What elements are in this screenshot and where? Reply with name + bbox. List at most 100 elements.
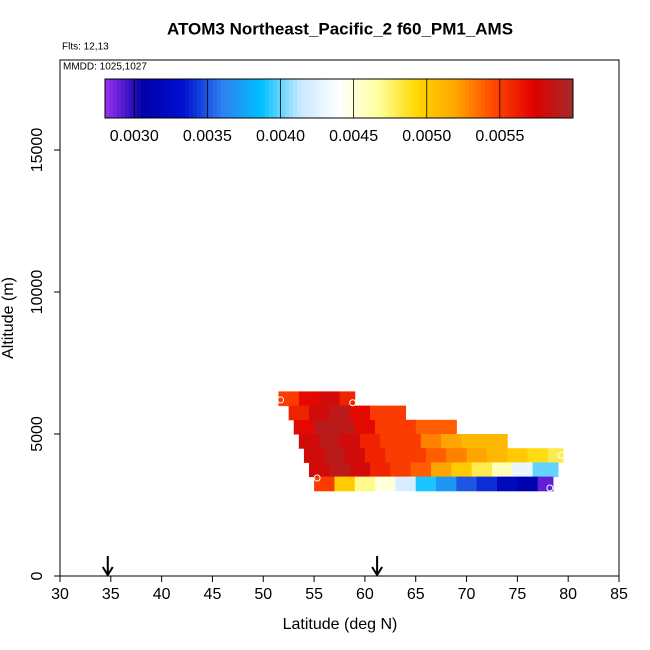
colorbar-strip [113, 79, 118, 118]
cell [395, 419, 417, 435]
arrow [371, 556, 383, 577]
colorbar-strip [513, 79, 518, 118]
colorbar-strip [489, 79, 494, 118]
cell [512, 462, 534, 478]
cell [324, 448, 346, 463]
cell [491, 462, 513, 478]
colorbar-strip [105, 79, 110, 118]
colorbar-strip [493, 79, 498, 118]
x-tick-label: 75 [508, 586, 526, 603]
colorbar-strip [341, 79, 346, 118]
colorbar-strip [241, 79, 246, 118]
colorbar-strip [381, 79, 386, 118]
colorbar-strip [177, 79, 182, 118]
colorbar-strip [297, 79, 302, 118]
colorbar-strip [457, 79, 462, 118]
colorbar-strip [549, 79, 554, 118]
colorbar-strip [537, 79, 542, 118]
colorbar-strip [209, 79, 214, 118]
colorbar-strip [161, 79, 166, 118]
y-tick-label: 0 [29, 571, 46, 580]
marker [349, 399, 357, 407]
marker [546, 484, 554, 492]
x-axis-label: Latitude (deg N) [283, 616, 398, 633]
colorbar-strip [561, 79, 566, 118]
x-tick-label: 55 [305, 586, 323, 603]
colorbar-strip [189, 79, 194, 118]
cell [390, 405, 407, 421]
cell [441, 434, 462, 449]
cell [436, 419, 457, 435]
colorbar-strip [313, 79, 318, 118]
cell [436, 476, 457, 492]
colorbar-strip [541, 79, 546, 118]
cell [375, 419, 396, 435]
colorbar-strip [305, 79, 310, 118]
cell [451, 462, 473, 478]
cell [507, 448, 529, 463]
cell [476, 476, 498, 492]
cell [319, 434, 340, 449]
colorbar-strip [365, 79, 370, 118]
cell [314, 419, 335, 435]
cell [278, 391, 300, 407]
colorbar-strip [481, 79, 486, 118]
colorbar-strip [337, 79, 342, 118]
colorbar-strip [485, 79, 490, 118]
cell [319, 391, 340, 407]
colorbar-tick-label: 0.0050 [402, 128, 451, 145]
colorbar-strip [193, 79, 198, 118]
colorbar-strip [309, 79, 314, 118]
colorbar-strip [529, 79, 534, 118]
colorbar-strip [569, 79, 574, 118]
x-tick-label: 40 [153, 586, 171, 603]
colorbar-strip [329, 79, 334, 118]
cell [298, 391, 320, 407]
colorbar-strip [137, 79, 142, 118]
cell [369, 462, 391, 478]
colorbar-tick-label: 0.0040 [256, 128, 305, 145]
colorbar-strip [333, 79, 338, 118]
cell [395, 476, 417, 492]
arrow [101, 556, 114, 577]
cell [354, 476, 376, 492]
cell [446, 448, 468, 463]
cell [303, 448, 325, 463]
colorbar-strip [345, 79, 350, 118]
cell [461, 434, 483, 449]
cell [364, 448, 386, 463]
colorbar-strip [421, 79, 426, 118]
colorbar-strip [517, 79, 522, 118]
colorbar-strip [409, 79, 414, 118]
chart-title: ATOM3 Northeast_Pacific_2 f60_PM1_AMS [167, 19, 513, 38]
cell [334, 476, 356, 492]
colorbar-strip [349, 79, 354, 118]
colorbar-strip [237, 79, 242, 118]
colorbar-strip [317, 79, 322, 118]
cell [420, 434, 442, 449]
colorbar-strip [253, 79, 258, 118]
colorbar-strip [129, 79, 134, 118]
colorbar-strip [257, 79, 262, 118]
colorbar-strip [521, 79, 526, 118]
colorbar-strip [217, 79, 222, 118]
colorbar-strip [465, 79, 470, 118]
colorbar-strip [429, 79, 434, 118]
colorbar-strip [413, 79, 418, 118]
colorbar-strip [249, 79, 254, 118]
colorbar-strip [397, 79, 402, 118]
colorbar-strip [225, 79, 230, 118]
colorbar-strip [277, 79, 282, 118]
cell [354, 419, 376, 435]
cell [329, 462, 351, 478]
x-tick-label: 30 [51, 586, 69, 603]
cell [309, 462, 330, 478]
cell [309, 405, 330, 421]
marker [557, 451, 565, 459]
colorbar-strip [469, 79, 474, 118]
cell [466, 448, 488, 463]
colorbar-strip [169, 79, 174, 118]
colorbar-strip [293, 79, 298, 118]
colorbar-strip [269, 79, 274, 118]
